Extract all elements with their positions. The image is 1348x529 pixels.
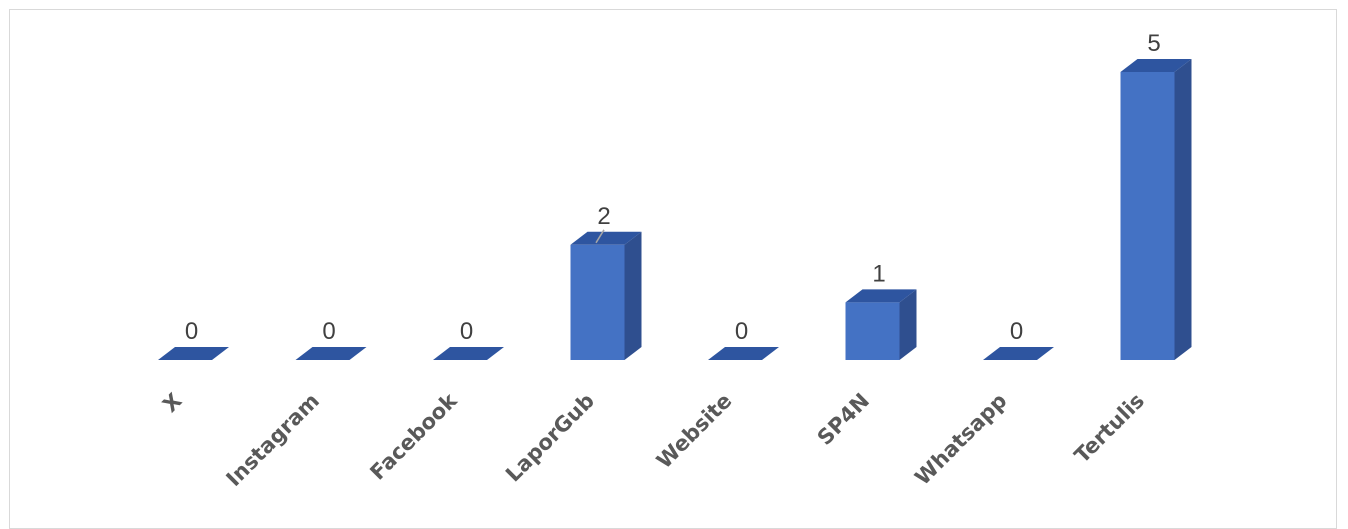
category-label-website: Website (652, 389, 737, 474)
bar-instagram (295, 347, 367, 360)
leader-line-laporgub (595, 229, 605, 244)
bar-top-sp4n (845, 289, 917, 303)
bar-sp4n (845, 289, 917, 360)
bar-whatsapp (983, 347, 1054, 360)
bar-facebook (433, 347, 504, 360)
bar-front-laporgub (570, 244, 625, 360)
category-label-laporgub: LaporGub (501, 389, 599, 487)
data-label-laporgub: 2 (597, 203, 610, 230)
bar-front-tertulis (1120, 72, 1175, 360)
bar-website (708, 347, 779, 360)
category-label-facebook: Facebook (365, 388, 462, 485)
category-label-instagram: Instagram (222, 389, 324, 491)
bar-side-tertulis (1174, 59, 1192, 360)
bar-flat-website (708, 347, 779, 360)
data-label-instagram: 0 (322, 318, 335, 345)
data-label-website: 0 (735, 318, 748, 345)
data-label-x: 0 (185, 318, 198, 345)
data-labels-layer: 0 0 0 2 0 1 0 5 (185, 30, 1161, 345)
bar-top-tertulis (1120, 59, 1192, 72)
bar-top-laporgub (570, 231, 642, 245)
category-label-sp4n: SP4N (813, 389, 874, 450)
bar-flat-whatsapp (983, 347, 1054, 360)
category-label-tertulis: Tertulis (1070, 389, 1149, 468)
data-label-tertulis: 5 (1147, 30, 1160, 57)
bar-front-sp4n (845, 302, 900, 360)
bar-flat-x (158, 347, 229, 360)
bars-layer (158, 59, 1192, 360)
data-label-whatsapp: 0 (1010, 318, 1023, 345)
bar-flat-instagram (295, 347, 367, 360)
data-label-facebook: 0 (460, 318, 473, 345)
bar-side-sp4n (899, 289, 917, 360)
bar-x (158, 347, 229, 360)
bar-tertulis (1120, 59, 1192, 360)
category-labels-layer: X Instagram Facebook LaporGub Website SP4N Wha… (158, 388, 1149, 491)
bar-side-laporgub (624, 231, 642, 360)
bar-flat-facebook (433, 347, 504, 360)
category-label-x: X (158, 389, 186, 417)
category-label-whatsapp: Whatsapp (910, 389, 1011, 490)
bar-laporgub (570, 231, 642, 360)
data-label-sp4n: 1 (872, 260, 885, 287)
chart-frame (9, 9, 1337, 529)
